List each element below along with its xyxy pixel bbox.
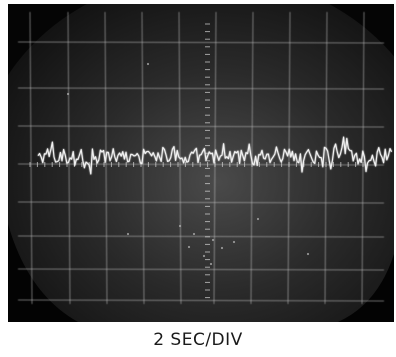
screen-speck xyxy=(202,254,206,258)
graticule-hline xyxy=(17,235,385,238)
graticule-hline xyxy=(17,87,385,90)
oscilloscope-photo xyxy=(8,4,394,322)
graticule-vline xyxy=(361,11,365,305)
bezel-edge xyxy=(8,224,78,322)
screen-speck xyxy=(66,92,70,96)
screen-speck xyxy=(192,232,196,236)
screen-speck xyxy=(209,262,213,266)
screen-specks xyxy=(66,62,310,266)
time-base-caption: 2 SEC/DIV xyxy=(153,330,243,350)
screen-speck xyxy=(232,240,236,244)
screen-speck xyxy=(146,62,150,66)
screen-speck xyxy=(178,224,182,228)
graticule-vline xyxy=(67,11,71,305)
graticule-hline xyxy=(17,299,385,302)
screen-speck xyxy=(306,252,310,256)
graticule-vline xyxy=(29,11,33,305)
graticule-vline xyxy=(324,11,328,305)
screen-speck xyxy=(126,232,130,236)
graticule-vline xyxy=(287,11,291,305)
bezel-edge-right xyxy=(338,254,394,322)
graticule-ticks xyxy=(29,23,364,299)
graticule-vline xyxy=(250,11,254,305)
graticule-hline xyxy=(17,268,385,271)
noise-trace xyxy=(37,136,393,175)
screen-speck xyxy=(211,238,215,242)
screen-speck xyxy=(220,246,224,250)
screen-speck xyxy=(187,245,191,249)
screen-speck xyxy=(256,217,260,221)
graticule-hline xyxy=(17,125,385,128)
graticule-hline xyxy=(17,41,385,44)
graticule-hline xyxy=(17,201,385,204)
crt-screen xyxy=(8,4,394,322)
